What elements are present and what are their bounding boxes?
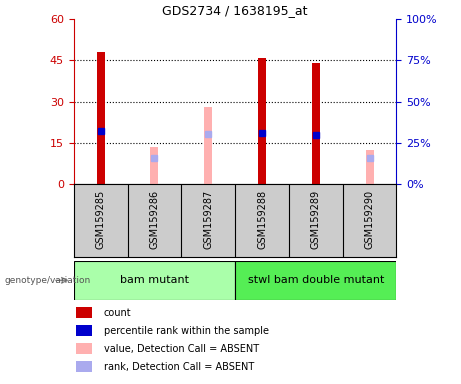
Text: GSM159289: GSM159289 [311, 190, 321, 249]
Bar [235, 261, 396, 300]
Title: GDS2734 / 1638195_at: GDS2734 / 1638195_at [162, 3, 308, 17]
Text: rank, Detection Call = ABSENT: rank, Detection Call = ABSENT [104, 362, 254, 372]
Text: GSM159288: GSM159288 [257, 190, 267, 249]
Text: value, Detection Call = ABSENT: value, Detection Call = ABSENT [104, 344, 259, 354]
Text: GSM159287: GSM159287 [203, 190, 213, 249]
Text: genotype/variation: genotype/variation [5, 276, 91, 285]
Text: GSM159286: GSM159286 [149, 190, 160, 249]
Text: count: count [104, 308, 131, 318]
Text: GSM159285: GSM159285 [95, 190, 106, 249]
Bar [97, 52, 105, 184]
Text: percentile rank within the sample: percentile rank within the sample [104, 326, 269, 336]
Bar [204, 107, 212, 184]
Bar [312, 63, 320, 184]
Text: stwl bam double mutant: stwl bam double mutant [248, 275, 384, 285]
Text: bam mutant: bam mutant [120, 275, 189, 285]
Bar [258, 58, 266, 184]
Bar [366, 150, 373, 184]
Bar [74, 261, 235, 300]
Text: GSM159290: GSM159290 [365, 190, 375, 249]
Bar [150, 147, 159, 184]
